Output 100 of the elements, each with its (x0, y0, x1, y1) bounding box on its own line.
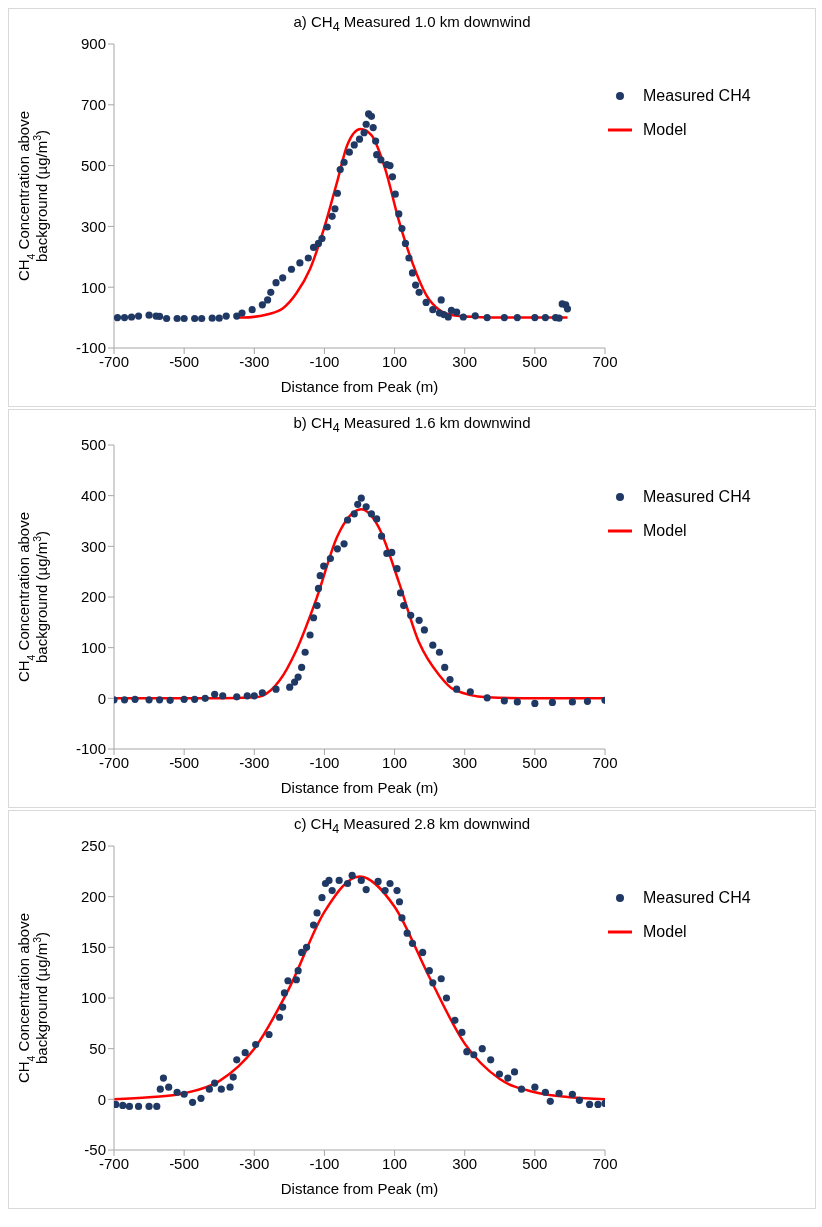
y-tick-label: 400 (80, 486, 106, 504)
y-tick-label: 300 (80, 537, 106, 555)
point (145, 696, 153, 704)
point (373, 515, 381, 523)
point (120, 696, 129, 704)
legend-label: Measured CH4 (643, 889, 751, 907)
point (219, 692, 227, 700)
x-tick-label: -500 (169, 1154, 200, 1172)
legend-label: Measured CH4 (643, 87, 751, 105)
y-tick-label: 200 (80, 887, 106, 905)
x-tick-label: -300 (239, 352, 270, 370)
x-tick-label: -100 (309, 753, 340, 771)
point (350, 510, 358, 518)
y-tick-label: 500 (80, 156, 106, 174)
point (201, 694, 209, 702)
y-tick-label: 100 (80, 638, 106, 656)
x-tick-label: 300 (452, 1154, 478, 1172)
y-tick-label: 900 (80, 35, 106, 53)
y-tick-label: 50 (89, 1039, 106, 1057)
x-axis-title: Distance from Peak (m) (280, 1180, 439, 1197)
point (548, 698, 556, 706)
point (441, 663, 449, 672)
point (313, 602, 321, 610)
x-tick-label: 100 (382, 1154, 408, 1172)
y-tick-label: 300 (80, 217, 106, 235)
y-tick-label: 100 (80, 278, 106, 296)
point (333, 545, 342, 553)
point (500, 697, 508, 705)
point (180, 695, 188, 703)
chart-title: b) CH$_{4}$ Measured 1.6 km downwind (292, 413, 532, 435)
point (309, 614, 318, 622)
legend-label: Model (643, 522, 687, 540)
x-tick-label: -300 (239, 1154, 270, 1172)
x-tick-label: 500 (522, 1154, 548, 1172)
point (513, 698, 521, 706)
chart-title: a) CH$_{4}$ Measured 1.0 km downwind (292, 12, 532, 34)
x-tick-label: 700 (592, 1154, 618, 1172)
point (306, 631, 314, 639)
y-tick-label: 500 (80, 436, 106, 454)
point (233, 693, 241, 701)
point (453, 685, 461, 693)
point (191, 695, 199, 703)
point (211, 690, 219, 698)
x-tick-label: 100 (382, 753, 408, 771)
y-tick-label: 0 (97, 1090, 106, 1108)
point (367, 510, 376, 518)
x-tick-label: -500 (169, 352, 200, 370)
x-tick-label: -100 (309, 352, 340, 370)
point (301, 648, 309, 656)
x-axis-title: Distance from Peak (m) (280, 378, 439, 395)
y-tick-label: 0 (97, 689, 106, 707)
point (343, 516, 352, 524)
chart-title: c) CH$_{4}$ Measured 2.8 km downwind (292, 814, 532, 836)
point (286, 683, 294, 691)
y-tick-label: 150 (80, 938, 106, 956)
point (258, 689, 266, 697)
legend-label: Model (643, 923, 687, 941)
x-tick-label: 300 (452, 753, 478, 771)
point (446, 675, 454, 684)
x-tick-label: -100 (309, 1154, 340, 1172)
point (354, 500, 362, 508)
point (340, 540, 348, 548)
point (393, 565, 401, 573)
point (316, 572, 324, 580)
legend-label: Model (643, 121, 687, 139)
point (357, 494, 365, 502)
x-tick-label: 700 (592, 352, 618, 370)
point (362, 503, 370, 511)
point (294, 673, 302, 681)
y-tick-label: 700 (80, 96, 106, 114)
y-tick-label: 200 (80, 588, 106, 606)
point (483, 694, 491, 702)
x-tick-label: 500 (522, 753, 548, 771)
x-tick-label: 700 (592, 753, 618, 771)
x-tick-label: -300 (239, 753, 270, 771)
point (291, 678, 299, 686)
point (326, 554, 334, 563)
point (400, 602, 408, 610)
point (568, 698, 576, 706)
y-tick-label: 250 (80, 837, 106, 855)
x-tick-label: -500 (169, 753, 200, 771)
point (407, 611, 415, 619)
point (155, 696, 164, 704)
point (166, 696, 174, 704)
point (420, 626, 428, 634)
x-tick-label: 300 (452, 352, 478, 370)
point (396, 589, 405, 597)
point (298, 663, 306, 672)
x-tick-label: 100 (382, 352, 408, 370)
point (415, 616, 423, 624)
point (388, 548, 396, 557)
legend-label: Measured CH4 (643, 488, 751, 506)
point (243, 692, 251, 700)
point (131, 695, 139, 703)
point (435, 648, 444, 656)
point (314, 584, 323, 592)
y-tick-label: 100 (80, 989, 106, 1007)
point (250, 692, 258, 700)
point (378, 532, 386, 540)
x-tick-label: 500 (522, 352, 548, 370)
